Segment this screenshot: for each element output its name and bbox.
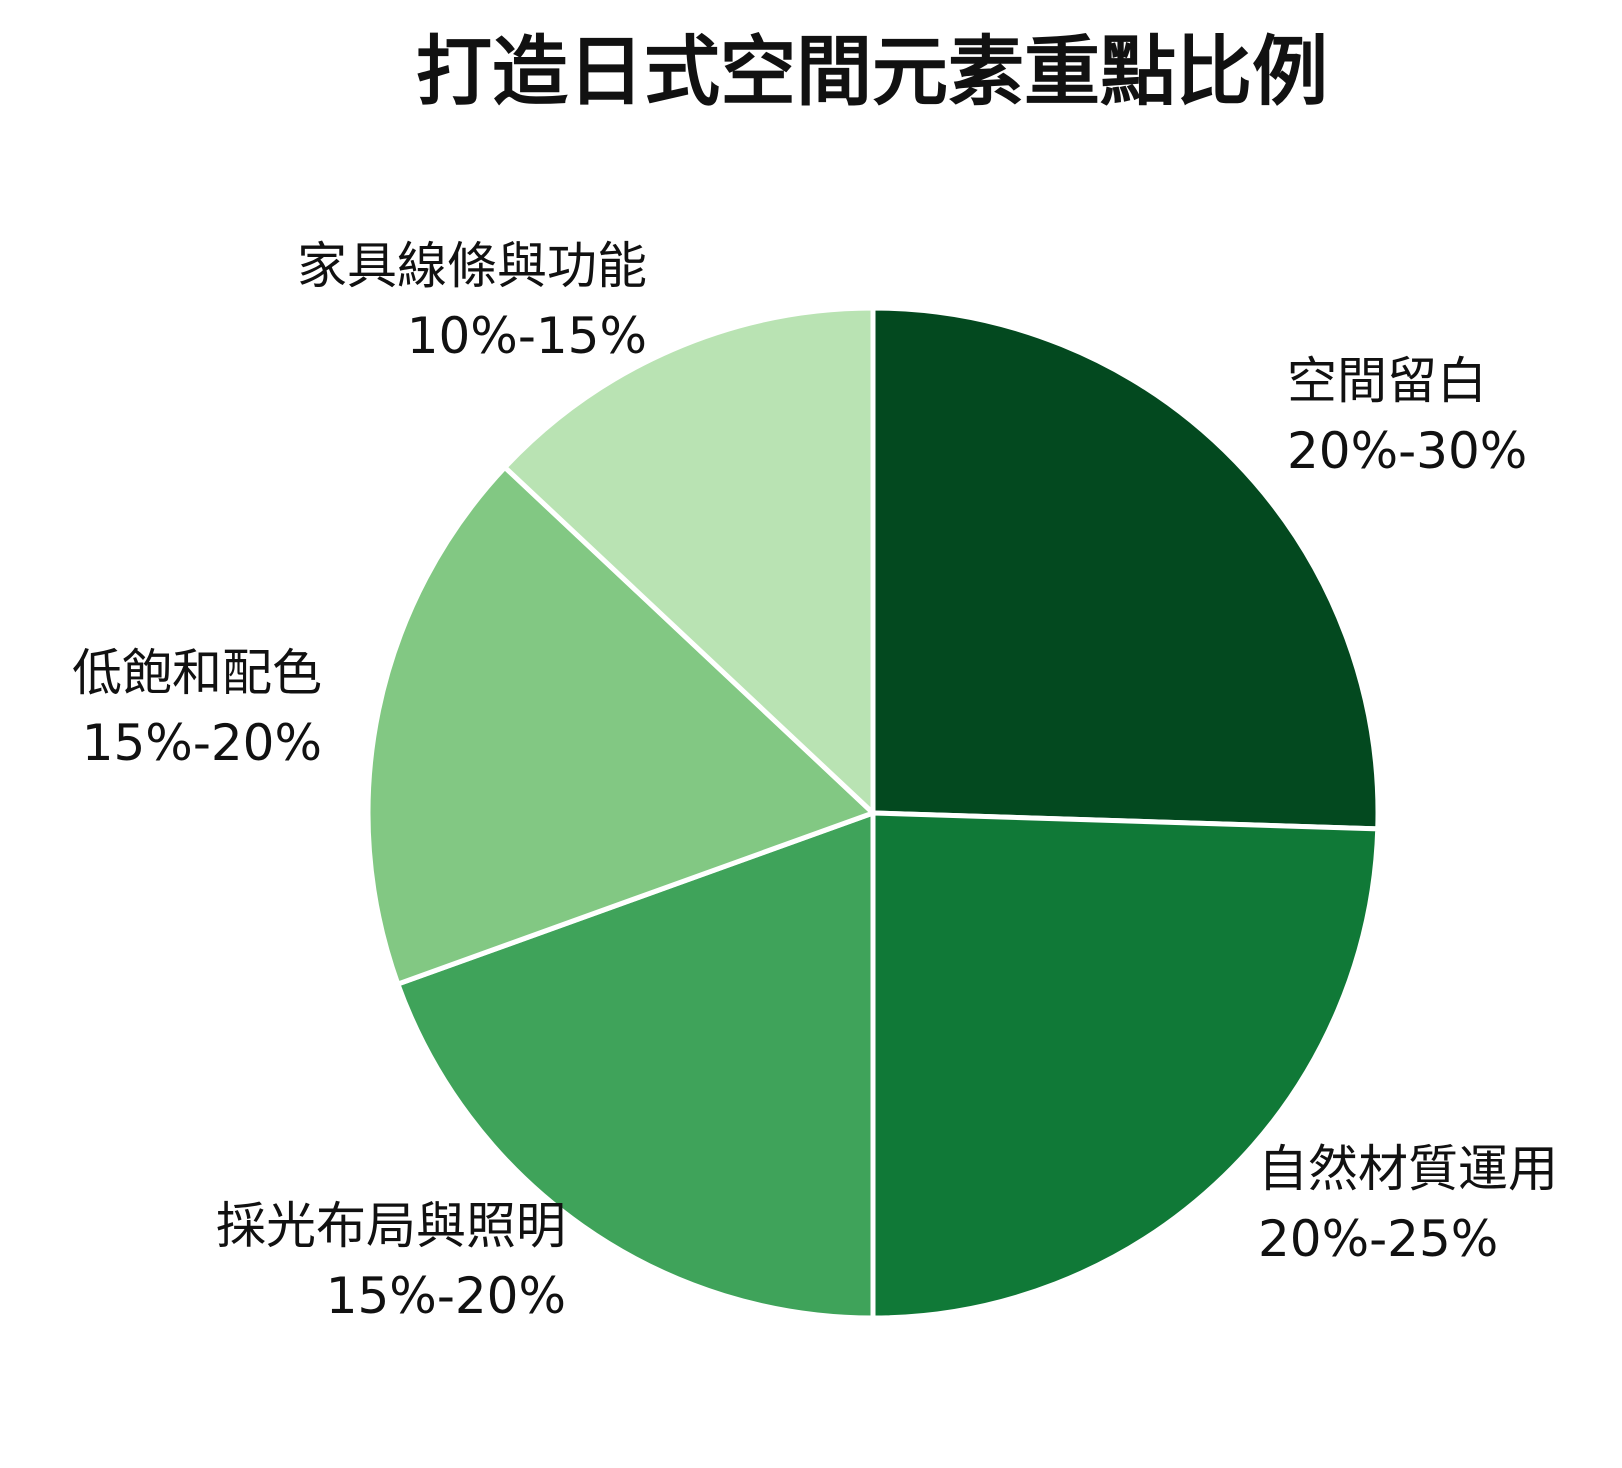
- slice-label-name-4: 低飽和配色: [72, 644, 322, 702]
- slice-label-range-2: 20%-25%: [1258, 1210, 1498, 1268]
- slice-label-range-5: 10%-15%: [407, 307, 647, 365]
- slice-label-name-3: 採光布局與照明: [216, 1197, 566, 1255]
- slice-labels: 空間留白 20%-30% 自然材質運用 20%-25% 採光布局與照明 15%-20% 低飽…: [72, 237, 1558, 1325]
- pie-slice-3: [395, 810, 876, 1321]
- slice-label-name-5: 家具線條與功能: [297, 237, 647, 295]
- chart-title: 打造日式空間元素重點比例: [416, 27, 1328, 116]
- slice-label-name-2: 自然材質運用: [1258, 1140, 1558, 1198]
- pie-slice-5: [502, 305, 876, 816]
- pie-slice-2: [870, 810, 1381, 1321]
- pie-slice-1: [870, 305, 1381, 832]
- slice-label-name-1: 空間留白: [1287, 352, 1487, 410]
- slice-label-range-3: 15%-20%: [326, 1267, 566, 1325]
- slice-label-range-4: 15%-20%: [82, 714, 322, 772]
- slice-label-range-1: 20%-30%: [1287, 422, 1527, 480]
- pie-slices: [365, 305, 1381, 1321]
- pie-slice-4: [365, 464, 876, 987]
